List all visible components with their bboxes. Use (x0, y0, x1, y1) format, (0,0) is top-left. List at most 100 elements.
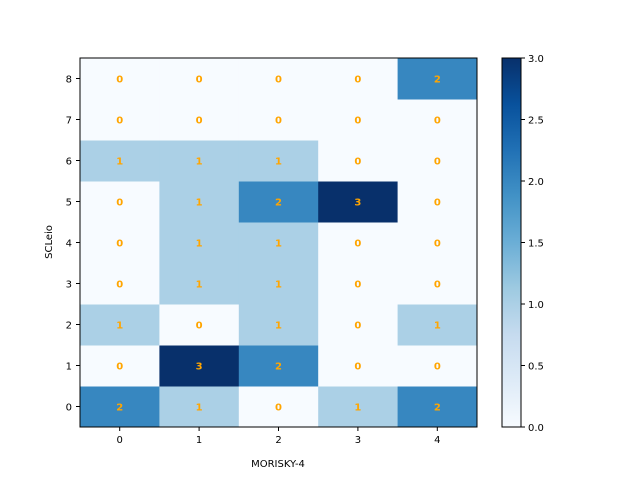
heatmap-cell (80, 140, 160, 182)
cell-value-label: 0 (116, 75, 123, 86)
heatmap-cell (80, 181, 160, 223)
cell-value-label: 0 (354, 75, 361, 86)
cell-value-label: 1 (354, 403, 361, 414)
y-axis-title: SCLeio (44, 225, 55, 259)
colorbar-tick-label: 2.5 (528, 116, 544, 127)
heatmap-cell-labels: 2 1 0 1 2 0 3 2 0 0 1 0 1 0 1 0 1 1 0 0 0 1 1 0 0 0 1 2 3 0 1 1 1 0 0 0 0 0 0 0… (116, 75, 441, 414)
cell-value-label: 1 (116, 321, 123, 332)
cell-value-label: 1 (196, 403, 203, 414)
x-tick-label: 1 (196, 435, 202, 446)
colorbar (501, 57, 522, 428)
cell-value-label: 1 (196, 157, 203, 168)
cell-value-label: 0 (354, 239, 361, 250)
x-tick-label: 4 (434, 435, 440, 446)
cell-value-label: 0 (196, 321, 203, 332)
heatmap-cell (80, 263, 160, 305)
cell-value-label: 0 (434, 157, 441, 168)
cell-value-label: 0 (275, 75, 282, 86)
cell-value-label: 0 (116, 362, 123, 373)
cell-value-label: 0 (434, 239, 441, 250)
y-tick-label: 6 (66, 157, 72, 168)
cell-value-label: 0 (116, 116, 123, 127)
x-tick-label: 3 (355, 435, 361, 446)
heatmap-cell (159, 99, 240, 141)
cell-value-label: 0 (434, 280, 441, 291)
heatmap-cell (80, 222, 160, 264)
cell-value-label: 3 (354, 198, 361, 209)
cell-value-label: 2 (275, 362, 282, 373)
y-tick-label: 5 (66, 198, 72, 209)
cell-value-label: 0 (275, 116, 282, 127)
cell-value-label: 0 (354, 116, 361, 127)
heatmap-cell (318, 304, 399, 346)
heatmap-cell (238, 140, 319, 182)
cell-value-label: 1 (275, 280, 282, 291)
cell-value-label: 3 (196, 362, 203, 373)
y-axis-ticks: 0 1 2 3 4 5 6 7 8 (66, 75, 80, 414)
cell-value-label: 2 (434, 75, 441, 86)
cell-value-label: 2 (434, 403, 441, 414)
cell-value-label: 0 (434, 116, 441, 127)
heatmap-cell (238, 386, 319, 428)
cell-value-label: 0 (116, 239, 123, 250)
cell-value-label: 0 (354, 321, 361, 332)
heatmap-cell (397, 140, 478, 182)
heatmap-cell (80, 99, 160, 141)
cell-value-label: 1 (275, 239, 282, 250)
cell-value-label: 0 (354, 362, 361, 373)
heatmap-cell (318, 58, 399, 100)
heatmap-cell (238, 263, 319, 305)
heatmap-cell (159, 345, 240, 387)
colorbar-tick-label: 3.0 (528, 54, 544, 65)
heatmap-cell (159, 263, 240, 305)
cell-value-label: 0 (354, 157, 361, 168)
cell-value-label: 0 (116, 280, 123, 291)
cell-value-label: 0 (434, 198, 441, 209)
heatmap-cell (238, 304, 319, 346)
y-tick-label: 3 (66, 280, 72, 291)
cell-value-label: 1 (275, 157, 282, 168)
colorbar-tick-label: 1.0 (528, 300, 544, 311)
heatmap-cell (318, 99, 399, 141)
heatmap-cell (318, 345, 399, 387)
cell-value-label: 0 (196, 116, 203, 127)
colorbar-tick-label: 0.0 (528, 423, 544, 434)
heatmap-cell (238, 181, 319, 223)
colorbar-ticks: 0.0 0.5 1.0 1.5 2.0 2.5 3.0 (521, 54, 544, 434)
y-tick-label: 0 (66, 403, 72, 414)
heatmap-cell (397, 181, 478, 223)
cell-value-label: 0 (354, 280, 361, 291)
heatmap-cell (159, 222, 240, 264)
heatmap-cell (397, 99, 478, 141)
heatmap-cell (80, 58, 160, 100)
colorbar-tick-label: 2.0 (528, 177, 544, 188)
heatmap-cell (159, 140, 240, 182)
heatmap-cell (397, 345, 478, 387)
heatmap-cell (80, 386, 160, 428)
cell-value-label: 1 (196, 198, 203, 209)
y-tick-label: 1 (66, 362, 72, 373)
cell-value-label: 2 (275, 198, 282, 209)
cell-value-label: 1 (434, 321, 441, 332)
heatmap-cell (159, 58, 240, 100)
cell-value-label: 0 (116, 198, 123, 209)
heatmap-cell (159, 386, 240, 428)
cell-value-label: 0 (196, 75, 203, 86)
heatmap-cell (318, 386, 399, 428)
y-tick-label: 8 (66, 75, 72, 86)
heatmap-cell (159, 181, 240, 223)
x-axis-ticks: 0 1 2 3 4 (117, 427, 440, 446)
heatmap-cell (238, 99, 319, 141)
heatmap-cell (397, 304, 478, 346)
heatmap-cell (397, 222, 478, 264)
cell-value-label: 0 (434, 362, 441, 373)
heatmap-cell (318, 263, 399, 305)
y-tick-label: 7 (66, 116, 72, 127)
cell-value-label: 1 (196, 239, 203, 250)
heatmap-cell (80, 304, 160, 346)
cell-value-label: 2 (116, 403, 123, 414)
heatmap-cell (318, 222, 399, 264)
cell-value-label: 1 (116, 157, 123, 168)
heatmap-cell (80, 345, 160, 387)
